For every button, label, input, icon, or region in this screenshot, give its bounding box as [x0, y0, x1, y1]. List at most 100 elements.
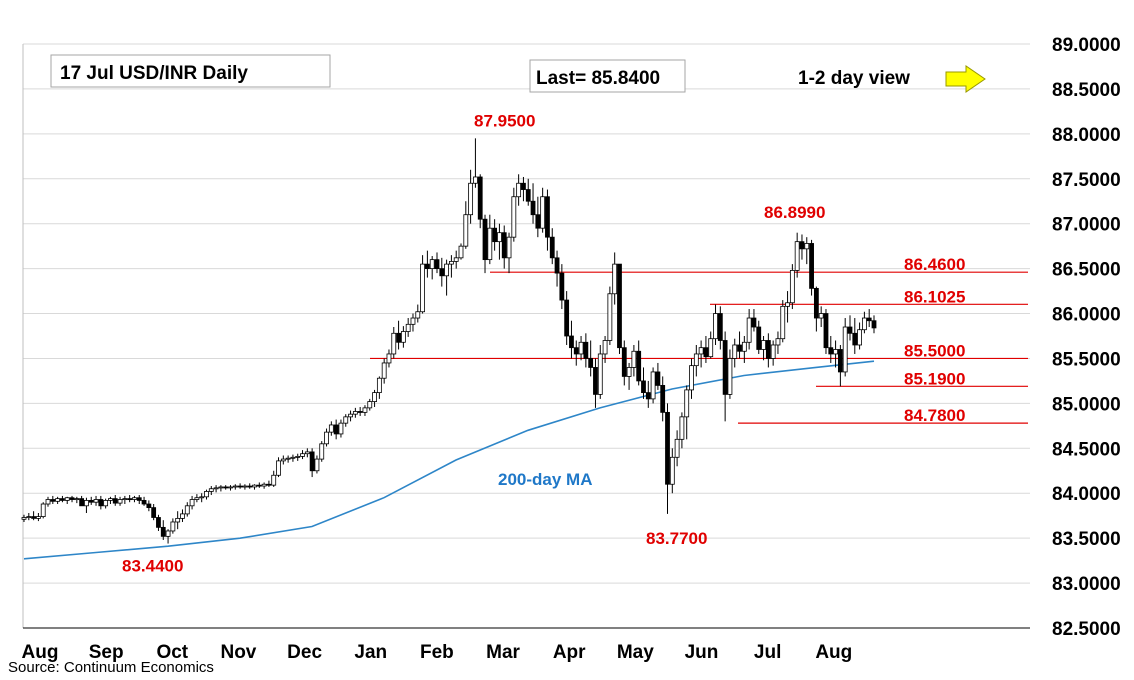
- candle: [333, 419, 339, 440]
- candle: [295, 453, 301, 461]
- x-axis-ticks: Aug Sep Oct Nov Dec Jan Feb Mar Apr May Jun Jul Aug: [22, 642, 853, 663]
- candle: [189, 495, 195, 510]
- candle: [367, 398, 373, 411]
- x-tick-label: Nov: [220, 642, 256, 663]
- arrow-right-icon: [945, 65, 986, 93]
- candle: [415, 304, 421, 323]
- candle: [679, 412, 685, 449]
- level-label: 86.4600: [904, 255, 965, 274]
- x-tick-label: Jan: [354, 642, 387, 663]
- candle: [458, 243, 464, 260]
- y-tick-label: 82.5000: [1052, 619, 1121, 640]
- candle: [780, 300, 786, 343]
- candle: [290, 454, 296, 462]
- candle: [381, 358, 387, 384]
- candle: [473, 138, 478, 188]
- candle: [237, 483, 243, 489]
- candle: [871, 315, 877, 334]
- candle: [511, 187, 517, 242]
- candle: [717, 306, 723, 350]
- y-tick-label: 86.5000: [1052, 260, 1121, 281]
- candle: [665, 403, 670, 514]
- candle: [785, 291, 790, 323]
- candle: [69, 495, 75, 503]
- level-label: 84.7800: [904, 406, 965, 425]
- y-tick-label: 85.5000: [1052, 349, 1121, 370]
- candle: [285, 455, 291, 463]
- candle: [21, 514, 27, 522]
- gridlines: [23, 43, 1030, 629]
- candle: [775, 331, 781, 354]
- candle: [146, 500, 152, 512]
- candle: [194, 494, 200, 503]
- y-tick-label: 84.5000: [1052, 439, 1121, 460]
- candle: [26, 512, 32, 521]
- ma-series-label: 200-day MA: [498, 470, 592, 489]
- candle: [789, 264, 795, 310]
- candle: [405, 318, 411, 337]
- candle: [660, 376, 666, 422]
- candle: [732, 338, 738, 368]
- candle: [693, 344, 699, 377]
- y-tick-label: 88.0000: [1052, 125, 1121, 146]
- candle: [583, 333, 589, 368]
- candle: [602, 336, 608, 363]
- x-tick-label: Aug: [22, 642, 59, 663]
- candle: [309, 448, 315, 478]
- candle: [689, 358, 694, 399]
- candle: [463, 201, 469, 249]
- x-tick-label: Sep: [89, 642, 124, 663]
- y-tick-label: 89.0000: [1052, 35, 1121, 56]
- candle: [60, 495, 65, 503]
- candle: [799, 234, 805, 260]
- candle: [132, 495, 137, 503]
- candle: [497, 223, 502, 260]
- candle: [713, 304, 718, 345]
- candle: [247, 483, 253, 489]
- annotation-labels-layer: 86.4600 86.1025 85.5000 85.1900 84.7800 87.95…: [122, 111, 965, 575]
- candle: [842, 318, 848, 377]
- candle: [521, 176, 526, 202]
- candle: [866, 309, 872, 328]
- candle: [549, 228, 555, 265]
- x-tick-label: Aug: [815, 642, 852, 663]
- candle: [669, 448, 675, 494]
- x-tick-label: Mar: [486, 642, 520, 663]
- candle: [348, 410, 353, 422]
- candle: [708, 331, 714, 359]
- candle: [722, 331, 728, 422]
- level-label: 85.5000: [904, 341, 965, 360]
- candle: [804, 237, 810, 265]
- moving-average-layer: [23, 360, 875, 560]
- y-tick-label: 86.0000: [1052, 305, 1121, 326]
- candle: [837, 344, 843, 387]
- candle: [569, 320, 574, 359]
- candle: [228, 485, 233, 491]
- candle: [352, 407, 358, 418]
- candle: [271, 470, 277, 487]
- chart-title: 17 Jul USD/INR Daily: [60, 63, 248, 84]
- x-tick-label: May: [617, 642, 654, 663]
- candle: [636, 340, 642, 386]
- candle: [170, 518, 176, 534]
- candle: [833, 340, 838, 368]
- candle: [165, 529, 171, 544]
- candle: [818, 306, 824, 328]
- candle: [761, 336, 766, 361]
- candle: [252, 484, 257, 490]
- candle: [477, 174, 483, 229]
- candle: [55, 496, 61, 505]
- price-annotation: 83.4400: [122, 557, 183, 576]
- candle: [376, 376, 382, 399]
- candle: [328, 421, 334, 436]
- candle: [324, 428, 329, 447]
- candle: [737, 331, 742, 359]
- y-tick-label: 85.0000: [1052, 394, 1121, 415]
- candle: [314, 455, 320, 474]
- x-tick-label: Jun: [685, 642, 719, 663]
- candle: [861, 311, 867, 334]
- candle: [444, 259, 449, 296]
- view-label: 1-2 day view: [798, 68, 910, 89]
- candle: [765, 333, 771, 368]
- candle: [424, 250, 430, 278]
